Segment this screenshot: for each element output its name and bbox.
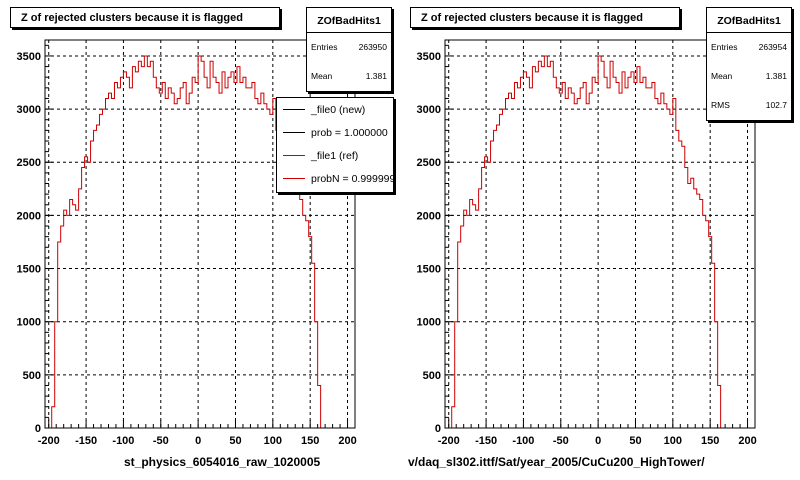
stats-label: Entries [311,42,338,52]
stats-row-entries: Entries 263950 [307,33,391,62]
y-tick-label: 3000 [17,104,41,116]
stats-box: ZOfBadHits1 Entries 263950 Mean 1.381 [306,7,392,92]
y-tick-label: 1500 [417,264,441,276]
histogram-series [448,55,724,429]
stats-row-rms: RMS 102.7 [707,91,791,120]
plot-frame [44,39,356,429]
legend-swatch [283,155,305,156]
histogram-title: Z of rejected clusters because it is fla… [10,7,280,28]
y-tick-label: 2000 [17,210,41,222]
x-tick-label: 150 [701,435,719,447]
x-tick-label: 200 [338,435,356,447]
stats-value: 1.381 [365,71,387,81]
run-file-label: st_physics_6054016_raw_1020005 [124,455,321,469]
y-tick-label: 1000 [17,317,41,329]
stats-box: ZOfBadHits1 Entries 263954 Mean 1.381 RM… [706,7,792,121]
legend-label: _file1 (ref) [311,149,359,162]
stats-label: Mean [711,71,733,81]
left-histogram-panel: -200 -150 -100 -50 0 50 100 150 200 0 500 1000 1500 2… [10,7,394,469]
x-tick-label: 200 [738,435,756,447]
x-tick-label: -50 [153,435,169,447]
stats-label: RMS [711,100,730,110]
histogram-title: Z of rejected clusters because it is fla… [410,7,680,28]
right-histogram-svg: -200 -150 -100 -50 0 50 100 150 2000500100015002… [417,39,757,447]
stats-row-entries: Entries 263954 [707,33,791,62]
stats-label: Mean [311,71,333,81]
y-tick-label: 3000 [417,104,441,116]
x-tick-label: -50 [553,435,569,447]
legend-label: prob = 1.000000 [311,126,388,139]
legend-entry: prob = 1.000000 [277,121,393,144]
stats-name: ZOfBadHits1 [307,8,391,33]
stats-value: 102.7 [765,100,787,110]
stats-row-mean: Mean 1.381 [307,62,391,91]
plot-frame [444,39,756,429]
y-tick-label: 2000 [417,210,441,222]
y-tick-label: 2500 [417,157,441,169]
legend-label: probN = 0.999999 [311,172,394,185]
y-tick-label: 2500 [17,157,41,169]
x-tick-label: 150 [301,435,319,447]
right-histogram-panel: -200 -150 -100 -50 0 50 100 150 200 0 500 1000 1500 2… [400,0,800,480]
x-tick-label: -150 [75,435,97,447]
y-tick-label: 0 [35,423,41,435]
y-tick-label: 500 [423,370,441,382]
x-tick-label: 0 [595,435,601,447]
x-tick-label: 100 [264,435,282,447]
legend-label: _file0 (new) [311,103,366,116]
legend-entry: _file1 (ref) [277,144,393,167]
y-tick-label: 3500 [17,51,41,63]
stats-row-mean: Mean 1.381 [707,62,791,91]
stats-name: ZOfBadHits1 [707,8,791,33]
x-tick-label: -150 [475,435,497,447]
y-tick-label: 0 [435,423,441,435]
y-tick-label: 500 [23,370,41,382]
legend-entry: probN = 0.999999 [277,167,393,190]
legend-box: _file0 (new) prob = 1.000000 _file1 (ref… [276,97,394,193]
stats-value: 263954 [758,42,787,52]
legend-swatch [283,132,305,133]
x-tick-label: -200 [438,435,460,447]
legend-swatch [283,109,305,110]
y-tick-label: 1000 [417,317,441,329]
stats-value: 263950 [358,42,387,52]
legend-entry: _file0 (new) [277,98,393,121]
x-tick-label: -100 [112,435,134,447]
path-label: v/daq_sl302.ittf/Sat/year_2005/CuCu200_H… [408,455,705,469]
y-tick-label: 1500 [17,264,41,276]
stats-value: 1.381 [765,71,787,81]
y-tick-label: 3500 [417,51,441,63]
x-tick-label: 0 [195,435,201,447]
x-tick-label: -100 [512,435,534,447]
x-tick-label: 50 [229,435,241,447]
x-tick-label: 50 [629,435,641,447]
legend-swatch [283,178,305,179]
x-tick-label: 100 [664,435,682,447]
x-tick-label: -200 [38,435,60,447]
stats-label: Entries [711,42,738,52]
